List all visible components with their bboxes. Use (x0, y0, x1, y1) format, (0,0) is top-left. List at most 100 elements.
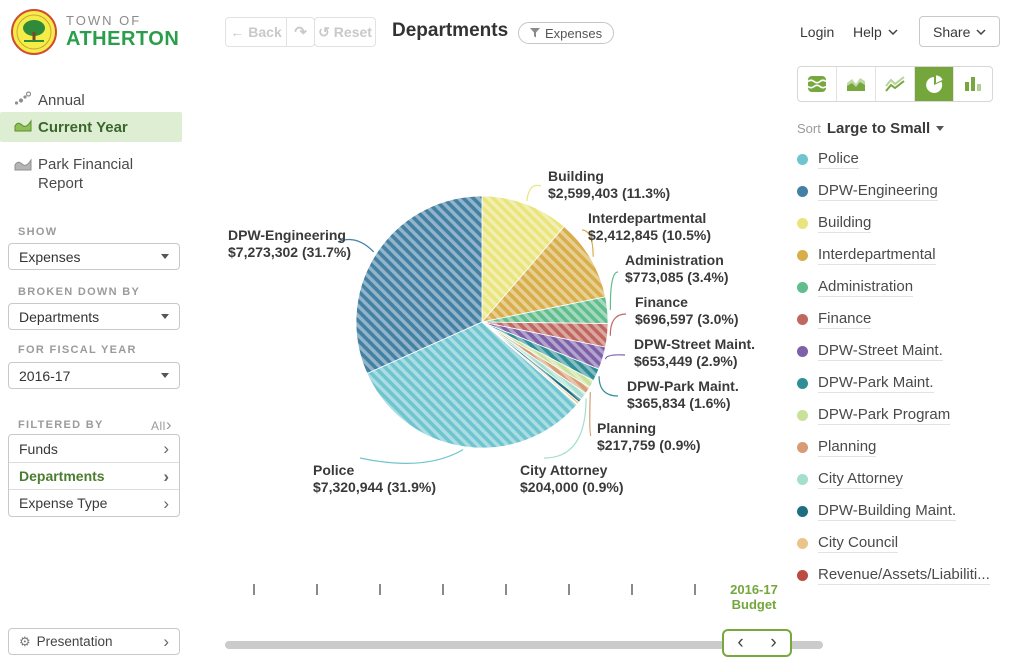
legend-item[interactable]: City Council (797, 527, 990, 559)
prev-page-button[interactable]: ‹ (724, 631, 757, 655)
callout-name: Police (313, 462, 355, 478)
callout-value: $653,449 (2.9%) (634, 353, 738, 369)
show-select[interactable]: Expenses (8, 243, 180, 270)
legend-label: Planning (818, 437, 877, 457)
forward-button[interactable]: ↷ (287, 17, 315, 47)
fiscal-year-value: 2016-17 (19, 367, 71, 384)
expenses-filter-pill[interactable]: Expenses (518, 22, 615, 44)
callout-name: Planning (597, 420, 657, 436)
chart-type-pie-button[interactable] (914, 67, 953, 101)
funnel-icon (530, 28, 540, 38)
town-seal-icon (11, 9, 57, 55)
legend-item[interactable]: DPW-Park Maint. (797, 367, 990, 399)
callout-name: Building (548, 168, 604, 184)
legend-swatch (797, 377, 808, 389)
legend-item[interactable]: City Attorney (797, 463, 990, 495)
filter-row-expense-type[interactable]: Expense Type › (9, 489, 179, 516)
legend-swatch (797, 345, 808, 357)
next-page-button[interactable]: › (757, 631, 790, 655)
chevron-right-icon: › (165, 415, 172, 434)
fiscal-year-label: FOR FISCAL YEAR (18, 344, 137, 356)
chevron-right-icon: › (163, 632, 169, 651)
chevron-down-icon (888, 29, 898, 35)
pie-callout-dpw-park-maint-: DPW-Park Maint. $365,834 (1.6%) (627, 378, 739, 412)
callout-value: $365,834 (1.6%) (627, 395, 731, 411)
sidebar-item-label: Annual (38, 92, 85, 109)
legend-item[interactable]: Revenue/Assets/Liabiliti... (797, 559, 990, 591)
legend-swatch (797, 537, 808, 549)
filtered-by-label: FILTERED BY (18, 418, 104, 431)
reset-button[interactable]: ↺ Reset (314, 17, 376, 47)
filter-row-funds[interactable]: Funds › (19, 439, 169, 458)
timeline-pager: ‹ › (722, 629, 792, 657)
pie-icon (926, 75, 943, 93)
pie-callout-police: Police $7,320,944 (31.9%) (313, 462, 436, 496)
sort-dropdown[interactable]: Sort Large to Small (797, 120, 945, 137)
legend-swatch (797, 217, 808, 229)
legend-item[interactable]: Planning (797, 431, 990, 463)
legend-item[interactable]: Finance (797, 303, 990, 335)
legend-swatch (797, 441, 808, 453)
callout-name: DPW-Engineering (228, 227, 346, 243)
legend-item[interactable]: Building (797, 207, 990, 239)
legend-swatch (797, 153, 808, 165)
help-menu[interactable]: Help (853, 24, 898, 40)
callout-leader-line (359, 449, 464, 464)
legend-label: DPW-Street Maint. (818, 341, 943, 361)
fiscal-year-select[interactable]: 2016-17 (8, 362, 180, 389)
callout-value: $2,412,845 (10.5%) (588, 227, 711, 243)
sidebar-item-annual[interactable]: Annual (0, 86, 182, 115)
legend-item[interactable]: DPW-Street Maint. (797, 335, 990, 367)
filter-list: Funds › Departments › Expense Type › (8, 434, 180, 517)
legend-swatch (797, 569, 808, 581)
share-button[interactable]: Share (919, 16, 1001, 47)
back-button[interactable]: ← Back (225, 17, 287, 47)
area-chart-icon (14, 155, 38, 175)
callout-value: $773,085 (3.4%) (625, 269, 729, 285)
callout-name: Administration (625, 252, 724, 268)
legend-item[interactable]: DPW-Engineering (797, 175, 990, 207)
chart-type-line-button[interactable] (875, 67, 914, 101)
timeline-scrollbar[interactable] (225, 641, 823, 649)
chevron-right-icon: › (163, 439, 169, 458)
chart-type-area-button[interactable] (836, 67, 875, 101)
next-arrow-icon: › (770, 631, 777, 653)
callout-value: $7,273,302 (31.7%) (228, 244, 351, 260)
callout-value: $696,597 (3.0%) (635, 311, 739, 327)
callout-leader-line (337, 239, 375, 253)
filter-all-link[interactable]: All› (150, 415, 172, 434)
sidebar-item-park-financial-report[interactable]: Park Financial Report (0, 150, 182, 198)
legend-label: DPW-Engineering (818, 181, 938, 201)
legend-swatch (797, 505, 808, 517)
timeline-tick (316, 584, 318, 595)
legend-item[interactable]: DPW-Building Maint. (797, 495, 990, 527)
timeline-period-label[interactable]: 2016-17 Budget (730, 582, 778, 612)
legend-item[interactable]: DPW-Park Program (797, 399, 990, 431)
legend-item[interactable]: Police (797, 143, 990, 175)
callout-name: DPW-Street Maint. (634, 336, 756, 352)
chart-type-stacked-area-button[interactable] (798, 67, 836, 101)
chart-type-bar-button[interactable] (953, 67, 992, 101)
legend-swatch (797, 185, 808, 197)
redo-arrow-icon: ↷ (294, 24, 307, 41)
pie-callout-administration: Administration $773,085 (3.4%) (625, 252, 729, 286)
timeline-tick (505, 584, 507, 595)
brand-name: ATHERTON (66, 28, 180, 50)
timeline-tick (253, 584, 255, 595)
pie-callout-city-attorney: City Attorney $204,000 (0.9%) (520, 462, 624, 496)
chart-type-bar (797, 66, 993, 102)
legend-item[interactable]: Administration (797, 271, 990, 303)
filter-row-departments[interactable]: Departments › (9, 462, 179, 489)
sort-value: Large to Small (826, 120, 931, 137)
timeline-tick (379, 584, 381, 595)
town-logo: TOWN OF ATHERTON (10, 8, 179, 56)
legend-item[interactable]: Interdepartmental (797, 239, 990, 271)
presentation-button[interactable]: ⚙ Presentation › (8, 628, 180, 655)
legend-label: Administration (818, 277, 914, 297)
broken-down-by-select[interactable]: Departments (8, 303, 180, 330)
area-icon (847, 78, 865, 91)
legend: Police DPW-Engineering Building Interdepart… (797, 143, 990, 591)
login-link[interactable]: Login (800, 24, 835, 40)
legend-label: Interdepartmental (818, 245, 936, 265)
sidebar-item-current-year[interactable]: Current Year (0, 112, 182, 142)
